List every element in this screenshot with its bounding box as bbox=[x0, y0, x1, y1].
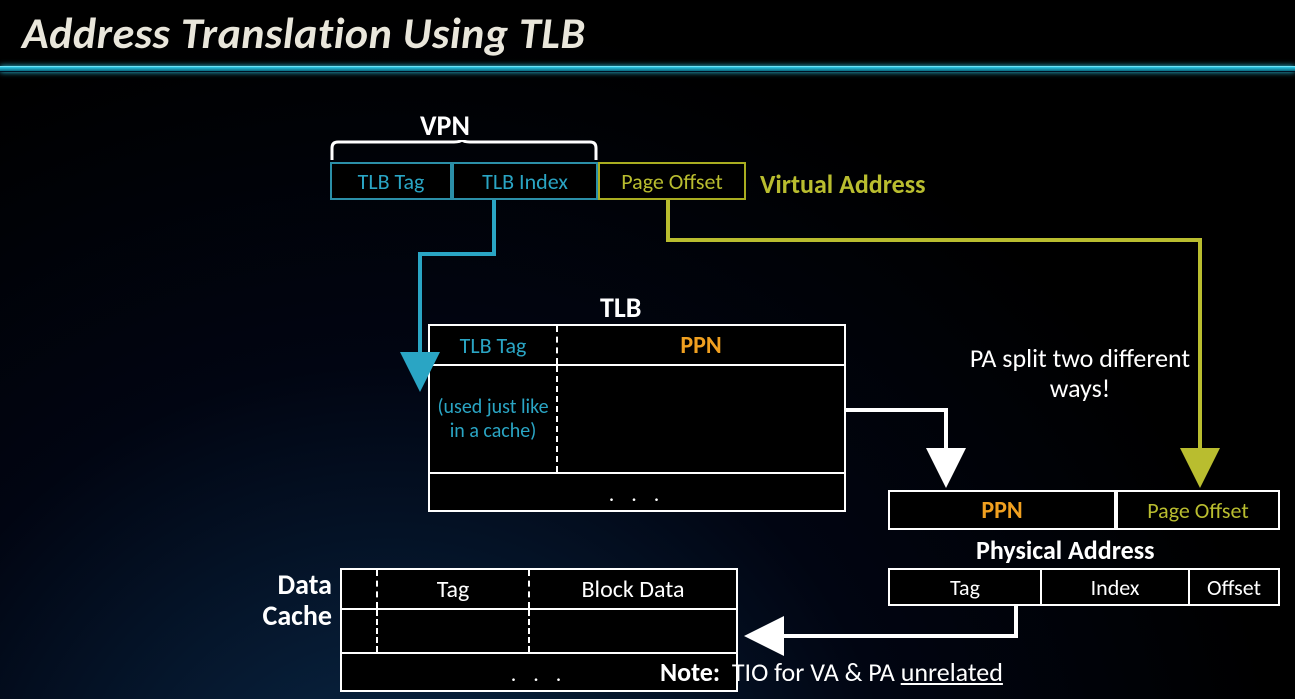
tlb-table: TLB Tag PPN (used just like in a cache) … bbox=[428, 324, 846, 512]
note-body: TIO for VA & PA bbox=[732, 656, 901, 688]
title-divider bbox=[0, 66, 1295, 72]
pa-tio: Tag Index Offset bbox=[888, 568, 1280, 606]
footnote: Note: TIO for VA & PA unrelated bbox=[660, 656, 1003, 688]
tlb-col-tag: TLB Tag bbox=[430, 326, 558, 364]
va-tlb-index: TLB Index bbox=[452, 162, 598, 200]
note-prefix: Note: bbox=[660, 656, 720, 688]
cache-row-block bbox=[530, 610, 736, 652]
va-tlb-tag: TLB Tag bbox=[330, 162, 452, 200]
pa-tio-index: Index bbox=[1042, 570, 1190, 604]
vpn-bracket bbox=[330, 140, 598, 162]
note-underlined: unrelated bbox=[901, 656, 1003, 688]
physical-address-label: Physical Address bbox=[976, 534, 1155, 566]
tlb-label: TLB bbox=[600, 290, 641, 325]
tlb-ellipsis: . . . bbox=[430, 474, 844, 512]
cache-row-v bbox=[342, 610, 378, 652]
page-title: Address Translation Using TLB bbox=[22, 6, 586, 60]
cache-vcol bbox=[342, 570, 378, 608]
tlb-col-ppn: PPN bbox=[558, 326, 844, 364]
vpn-label: VPN bbox=[420, 108, 470, 143]
tlb-empty bbox=[558, 366, 844, 472]
pa-split-note: PA split two different ways! bbox=[960, 344, 1200, 404]
data-cache-label: Data Cache bbox=[212, 570, 332, 632]
cache-row-tag bbox=[378, 610, 530, 652]
cache-block-header: Block Data bbox=[530, 570, 736, 608]
tlb-hint: (used just like in a cache) bbox=[430, 366, 558, 472]
arrow-ppn-to-pa bbox=[846, 410, 946, 484]
pa-ppn: PPN bbox=[888, 490, 1116, 530]
pa-tio-tag: Tag bbox=[890, 570, 1042, 604]
va-page-offset: Page Offset bbox=[598, 162, 746, 200]
cache-tag-header: Tag bbox=[378, 570, 530, 608]
pa-page-offset: Page Offset bbox=[1116, 490, 1280, 530]
pa-tio-offset: Offset bbox=[1190, 570, 1278, 604]
virtual-address-label: Virtual Address bbox=[760, 168, 926, 200]
arrow-pa-to-cache bbox=[748, 606, 1016, 636]
